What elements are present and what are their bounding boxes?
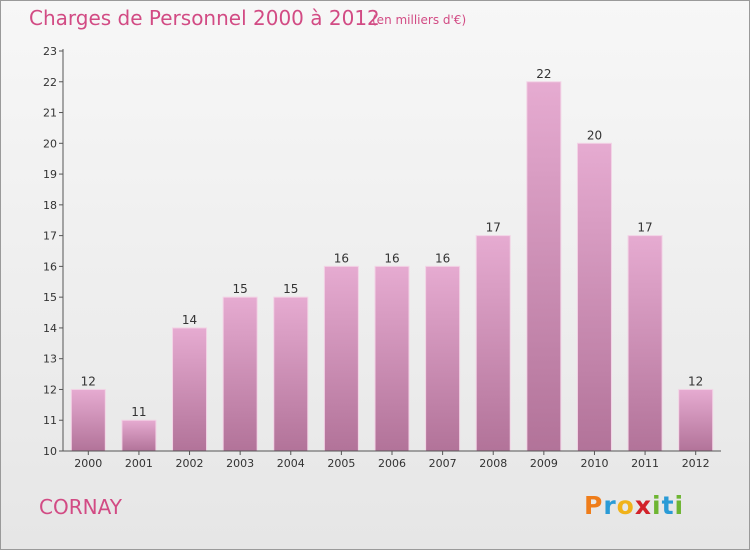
bar-value-label: 17 bbox=[486, 221, 501, 235]
bar bbox=[678, 388, 714, 452]
bar bbox=[425, 265, 461, 452]
bar-value-label: 17 bbox=[637, 221, 652, 235]
bar-value-label: 12 bbox=[81, 374, 96, 388]
y-tick-label: 14 bbox=[43, 322, 57, 335]
logo-letter: i bbox=[674, 491, 685, 520]
y-tick-label: 19 bbox=[43, 168, 57, 181]
bar-value-label: 15 bbox=[233, 282, 248, 296]
bar-value-label: 16 bbox=[384, 251, 399, 265]
x-tick-label: 2007 bbox=[429, 457, 457, 470]
chart-subtitle: (en milliers d'€) bbox=[372, 13, 467, 27]
y-tick-label: 17 bbox=[43, 230, 57, 243]
x-tick-label: 2003 bbox=[226, 457, 254, 470]
x-tick-label: 2005 bbox=[327, 457, 355, 470]
bar bbox=[576, 142, 612, 452]
y-tick-label: 22 bbox=[43, 76, 57, 89]
bar-value-label: 16 bbox=[334, 251, 349, 265]
bar-value-label: 20 bbox=[587, 128, 602, 142]
y-tick-label: 21 bbox=[43, 107, 57, 120]
y-tick-label: 11 bbox=[43, 414, 57, 427]
bar bbox=[70, 388, 106, 452]
x-tick-label: 2010 bbox=[580, 457, 608, 470]
x-tick-label: 2006 bbox=[378, 457, 406, 470]
bars: 12 11 14 15 15 16 16 16 17 22 20 17 12 bbox=[70, 67, 714, 452]
logo-letter: r bbox=[603, 491, 617, 520]
proxiti-logo[interactable]: Proxiti bbox=[584, 491, 684, 520]
y-tick-label: 18 bbox=[43, 199, 57, 212]
x-tick-label: 2004 bbox=[277, 457, 305, 470]
x-tick-label: 2002 bbox=[176, 457, 204, 470]
bar-value-label: 22 bbox=[536, 67, 551, 81]
y-tick-label: 16 bbox=[43, 260, 57, 273]
bar-value-label: 14 bbox=[182, 313, 197, 327]
x-tick-label: 2012 bbox=[682, 457, 710, 470]
bar bbox=[323, 265, 359, 452]
logo-letter: P bbox=[584, 491, 604, 520]
bar bbox=[374, 265, 410, 452]
commune-label: CORNAY bbox=[39, 495, 122, 519]
bar bbox=[273, 296, 309, 452]
bar-value-label: 11 bbox=[131, 405, 146, 419]
x-tick-label: 2011 bbox=[631, 457, 659, 470]
x-tick-label: 2001 bbox=[125, 457, 153, 470]
bar bbox=[172, 327, 208, 452]
bar bbox=[627, 235, 663, 452]
x-tick-label: 2008 bbox=[479, 457, 507, 470]
y-axis: 10 11 12 13 14 15 16 17 18 19 20 21 22 23 bbox=[43, 45, 64, 458]
bar-value-label: 15 bbox=[283, 282, 298, 296]
bar-value-label: 12 bbox=[688, 374, 703, 388]
bar bbox=[222, 296, 258, 452]
bar-value-label: 16 bbox=[435, 251, 450, 265]
y-tick-label: 20 bbox=[43, 137, 57, 150]
logo-letter: x bbox=[634, 491, 652, 520]
bar bbox=[526, 81, 562, 452]
y-tick-label: 13 bbox=[43, 353, 57, 366]
y-tick-label: 15 bbox=[43, 291, 57, 304]
chart-title: Charges de Personnel 2000 à 2012 bbox=[29, 6, 380, 30]
y-tick-label: 12 bbox=[43, 383, 57, 396]
logo-letter: o bbox=[616, 491, 635, 520]
y-tick-label: 10 bbox=[43, 445, 57, 458]
x-axis: 2000 2001 2002 2003 2004 2005 2006 2007 2008 2009… bbox=[63, 450, 721, 470]
bar bbox=[121, 419, 157, 452]
logo-letter: i bbox=[652, 491, 662, 520]
x-tick-label: 2000 bbox=[74, 457, 102, 470]
x-tick-label: 2009 bbox=[530, 457, 558, 470]
bar bbox=[475, 235, 511, 452]
y-tick-label: 23 bbox=[43, 45, 57, 58]
logo-letter: t bbox=[661, 491, 675, 520]
